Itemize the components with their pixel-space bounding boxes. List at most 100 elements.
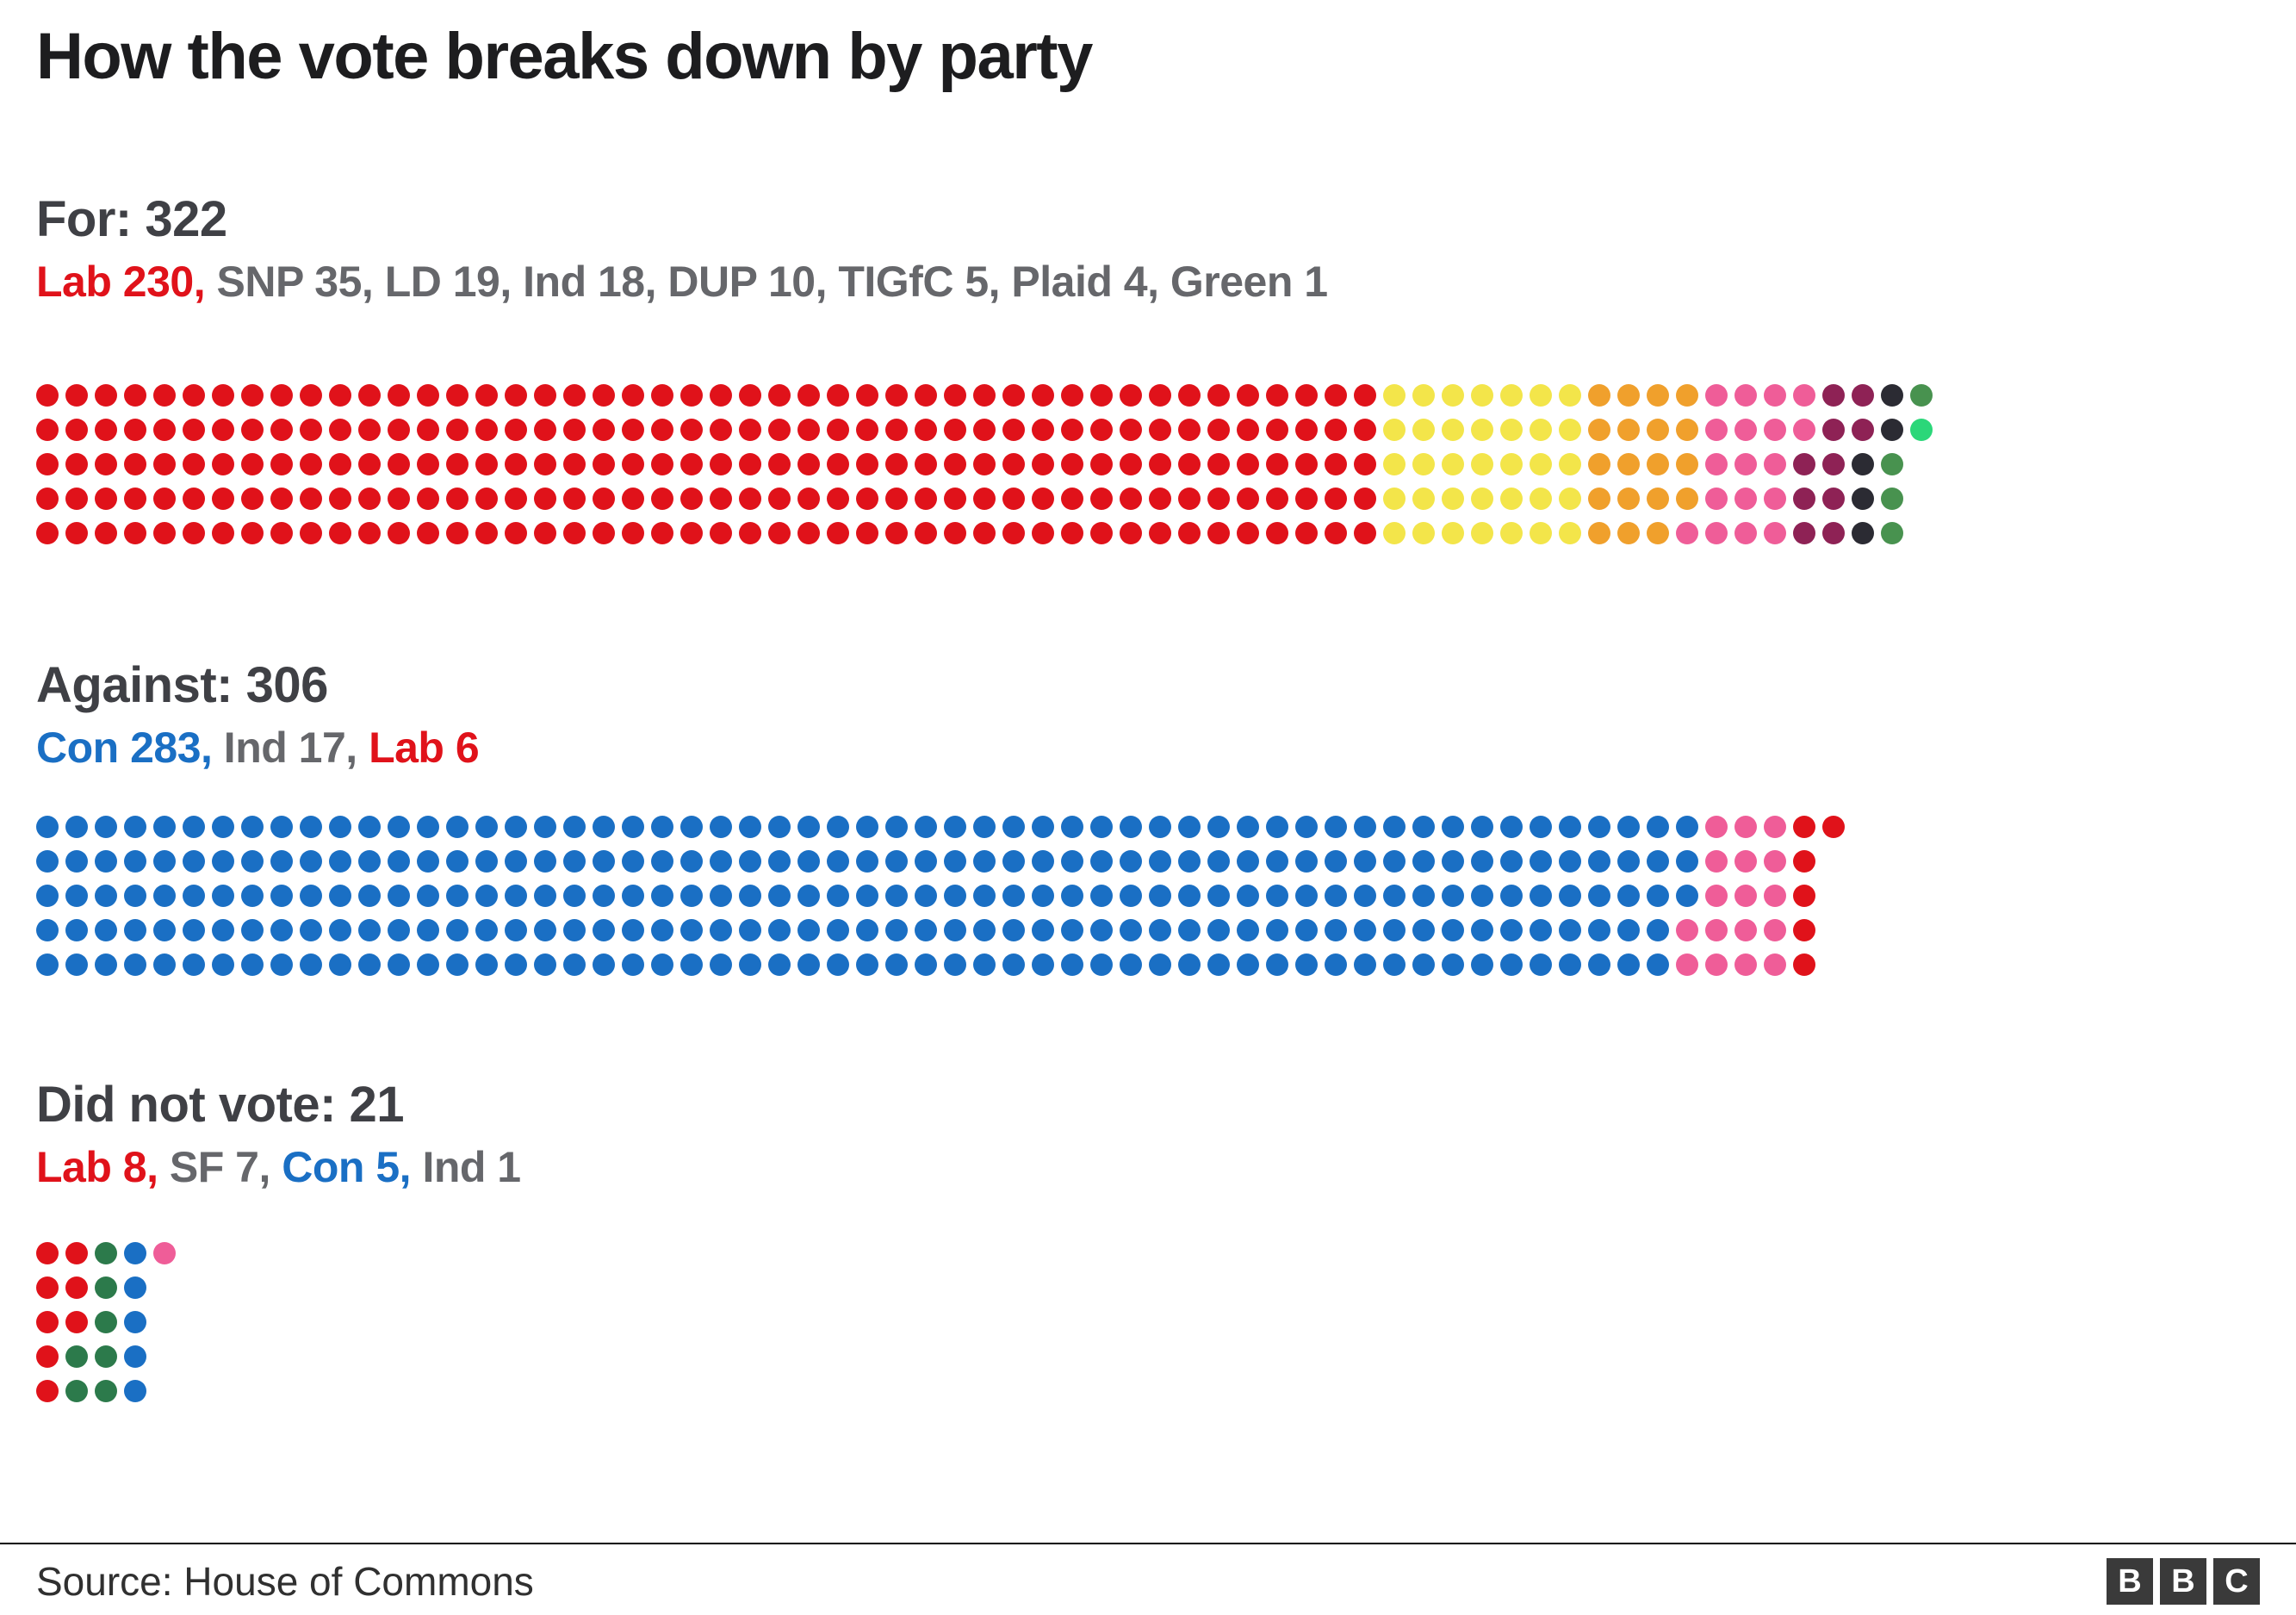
- dot-lab: [475, 488, 498, 510]
- dot-lab: [1266, 522, 1288, 544]
- dot-con: [563, 816, 586, 838]
- dot-con: [153, 885, 176, 907]
- dot-lab: [827, 522, 849, 544]
- dot-con: [241, 885, 264, 907]
- dot-con: [1325, 953, 1347, 976]
- dot-lab: [1178, 419, 1201, 441]
- dot-lab: [36, 1380, 59, 1402]
- dot-con: [36, 919, 59, 941]
- dot-lab: [183, 488, 205, 510]
- dot-lab: [1325, 488, 1347, 510]
- dot-con: [593, 953, 615, 976]
- dot-ind: [1764, 384, 1786, 407]
- dot-sf: [65, 1345, 88, 1368]
- dot-con: [475, 919, 498, 941]
- dot-lab: [65, 522, 88, 544]
- dot-con: [1120, 919, 1142, 941]
- dot-ind: [1793, 419, 1815, 441]
- dot-dup: [1822, 488, 1845, 510]
- dot-con: [739, 953, 761, 976]
- dot-lab: [183, 522, 205, 544]
- dot-lab: [241, 419, 264, 441]
- dot-con: [622, 953, 644, 976]
- dot-lab: [973, 453, 996, 475]
- dot-lab: [1149, 384, 1171, 407]
- dot-con: [212, 919, 234, 941]
- subtitle-part: Lab 230,: [36, 258, 206, 306]
- dot-con: [1149, 953, 1171, 976]
- dot-con: [270, 919, 293, 941]
- dot-lab: [358, 384, 381, 407]
- dot-ind: [1734, 953, 1757, 976]
- dot-con: [1617, 953, 1640, 976]
- dot-ind: [1705, 919, 1728, 941]
- dot-con: [1676, 885, 1698, 907]
- dot-lab: [1120, 488, 1142, 510]
- dot-con: [1442, 885, 1464, 907]
- dot-con: [1442, 919, 1464, 941]
- dot-lab: [622, 522, 644, 544]
- dot-lab: [358, 419, 381, 441]
- dot-lab: [856, 488, 878, 510]
- dot-con: [622, 816, 644, 838]
- dot-lab: [915, 419, 937, 441]
- dot-lab: [124, 384, 146, 407]
- dot-con: [183, 953, 205, 976]
- dot-con: [1178, 885, 1201, 907]
- dot-con: [563, 850, 586, 873]
- dot-lab: [65, 453, 88, 475]
- dot-con: [1207, 953, 1230, 976]
- dot-con: [1178, 816, 1201, 838]
- dot-con: [915, 953, 937, 976]
- dot-con: [1149, 850, 1171, 873]
- dot-con: [856, 953, 878, 976]
- dot-con: [651, 953, 673, 976]
- dot-ind: [1705, 419, 1728, 441]
- dot-con: [944, 953, 966, 976]
- dot-lab: [212, 453, 234, 475]
- dot-lab: [915, 453, 937, 475]
- dot-lab: [1266, 488, 1288, 510]
- dot-lab: [124, 419, 146, 441]
- dot-con: [651, 850, 673, 873]
- dot-lab: [358, 453, 381, 475]
- dot-con: [768, 953, 791, 976]
- dot-con: [563, 885, 586, 907]
- dot-lab: [1207, 453, 1230, 475]
- dot-ind: [1764, 885, 1786, 907]
- dot-con: [329, 919, 351, 941]
- dot-lab: [1002, 488, 1025, 510]
- dot-ind: [1734, 453, 1757, 475]
- dot-ind: [1764, 953, 1786, 976]
- dot-lab: [505, 453, 527, 475]
- dot-ind: [1764, 816, 1786, 838]
- dot-lab: [95, 453, 117, 475]
- dot-snp: [1500, 384, 1523, 407]
- dot-con: [768, 850, 791, 873]
- dot-con: [1149, 816, 1171, 838]
- dot-ld: [1647, 419, 1669, 441]
- dot-con: [739, 919, 761, 941]
- dot-con: [1354, 953, 1376, 976]
- dot-lab: [1325, 522, 1347, 544]
- dot-snp: [1383, 453, 1406, 475]
- dot-con: [1325, 816, 1347, 838]
- dot-con: [1530, 850, 1552, 873]
- dot-con: [885, 953, 908, 976]
- dot-ld: [1676, 453, 1698, 475]
- dot-con: [1676, 850, 1698, 873]
- dot-lab: [710, 419, 732, 441]
- dot-con: [300, 816, 322, 838]
- dot-con: [885, 850, 908, 873]
- dot-con: [651, 885, 673, 907]
- dot-lab: [124, 453, 146, 475]
- dot-con: [358, 919, 381, 941]
- dot-lab: [388, 384, 410, 407]
- dot-ld: [1617, 384, 1640, 407]
- dot-lab: [153, 522, 176, 544]
- dot-con: [1002, 816, 1025, 838]
- bbc-logo: B B C: [2107, 1558, 2260, 1605]
- dot-lab: [651, 453, 673, 475]
- dot-con: [1061, 850, 1083, 873]
- dot-ind: [1764, 919, 1786, 941]
